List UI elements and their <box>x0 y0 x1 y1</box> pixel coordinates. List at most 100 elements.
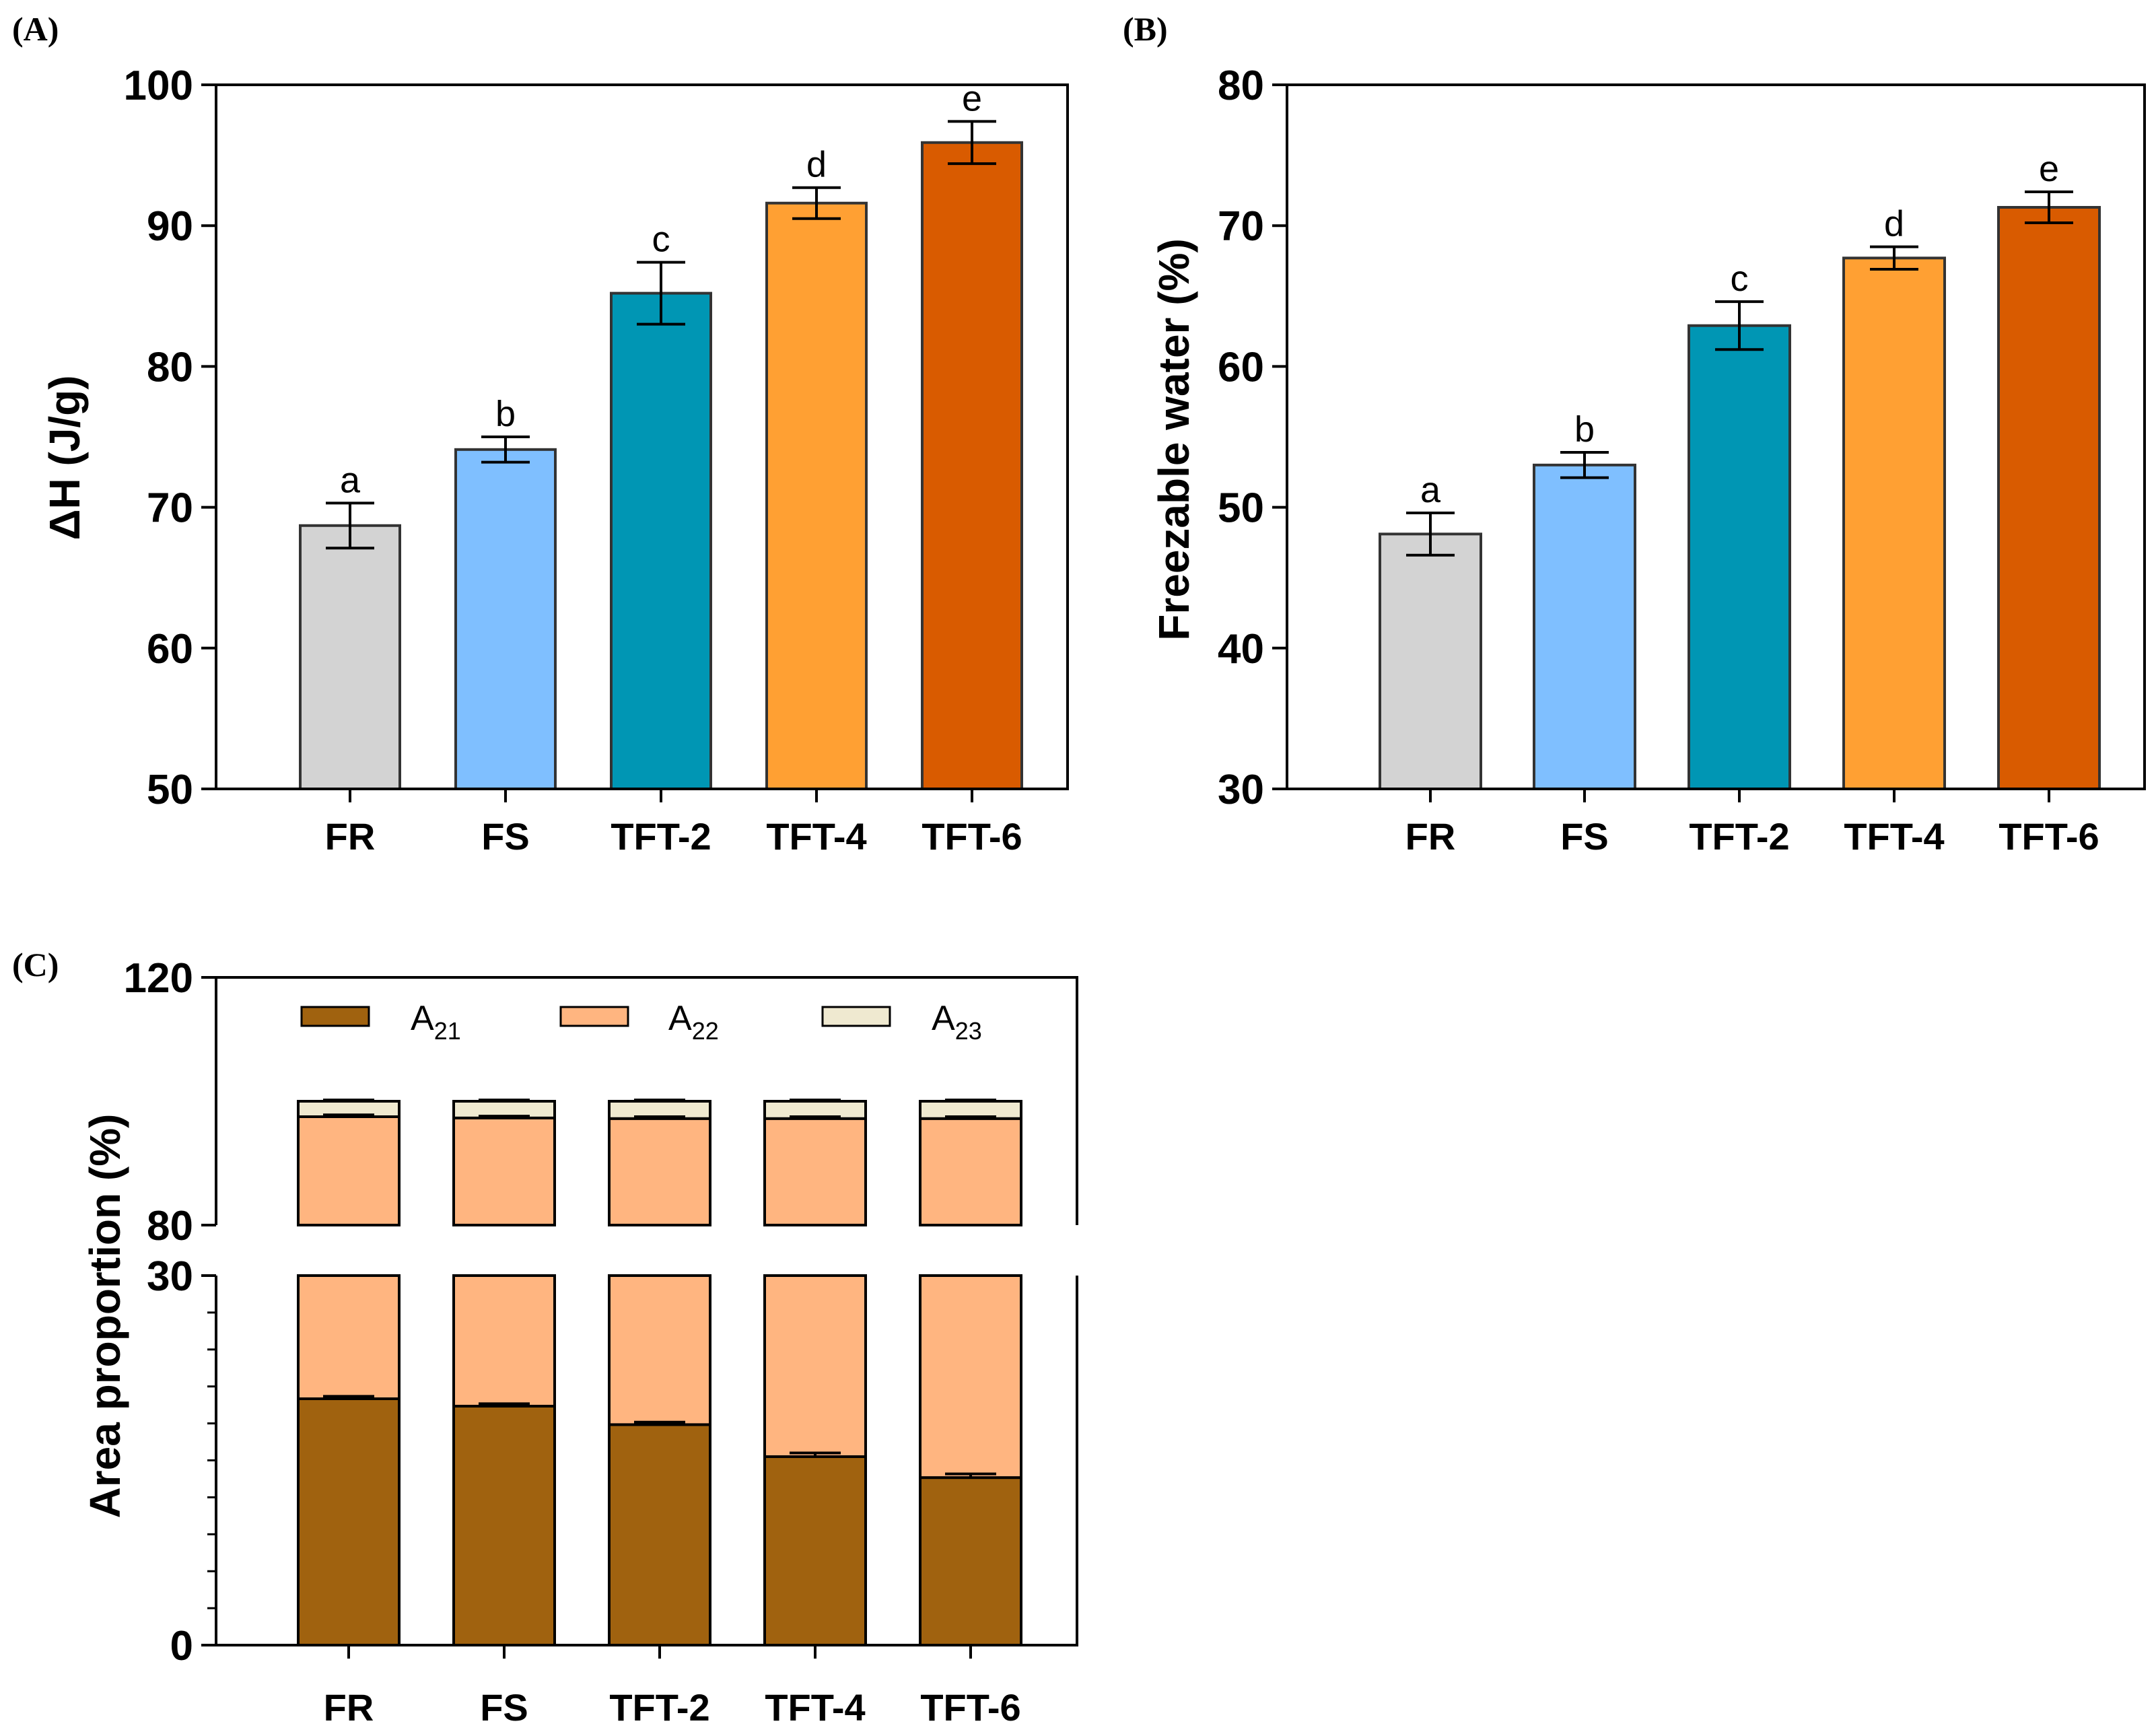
bar-fr-a22-upper <box>297 1115 401 1226</box>
error-bar-tft-2-a21 <box>634 1420 685 1425</box>
bar-tft-2 <box>610 291 712 790</box>
panel-a-plot-frame <box>215 83 1069 790</box>
bar-fs-a22-upper <box>452 1116 556 1226</box>
x-tick-label-tft-2: TFT-2 <box>611 815 711 858</box>
legend-label-a23: A <box>932 999 955 1038</box>
panel-c-y-axis-title: Area proportion (%) <box>81 1114 129 1519</box>
error-bar-tft-6-a23 <box>945 1099 996 1102</box>
significance-label-tft-2: c <box>652 219 670 260</box>
panel-c-legend: A21 A22 A23 <box>300 999 982 1045</box>
svg-text:A23: A23 <box>932 999 982 1045</box>
significance-label-fs: b <box>495 394 516 434</box>
significance-label-fr: a <box>340 460 361 500</box>
panel-a-x-ticks: FR FS TFT-2 TFT-4 TFT-6 <box>325 789 1022 858</box>
panel-c-error-bars <box>323 1099 996 1478</box>
bar-fs <box>454 448 557 790</box>
panel-b-error-bars <box>1406 190 2073 557</box>
error-bar-tft-4-a21 <box>790 1451 841 1457</box>
error-bar-fr-a21 <box>323 1395 374 1399</box>
significance-label-fr: a <box>1420 470 1441 510</box>
panel-b-y-ticks: 30 40 50 60 70 80 <box>1218 63 1287 813</box>
error-bar-fs <box>1560 451 1609 479</box>
bar-tft-6 <box>921 141 1023 791</box>
error-bar-tft-2-a23 <box>634 1099 685 1102</box>
legend-label-a23-sub: 23 <box>955 1017 982 1045</box>
x-tick-label-fs: FS <box>1560 815 1609 858</box>
legend-swatch-a22 <box>559 1006 629 1027</box>
error-bar-fs <box>481 436 530 464</box>
legend-label-a21-sub: 21 <box>434 1017 461 1045</box>
error-bar-fr <box>326 501 374 550</box>
panel-b-bars <box>1379 206 2101 791</box>
bar-fr <box>1379 532 1482 791</box>
error-bar-tft-6-a21 <box>945 1472 996 1478</box>
error-bar-tft-2 <box>637 261 685 326</box>
x-tick-label-tft-4: TFT-4 <box>765 1686 865 1729</box>
x-tick-label-tft-6: TFT-6 <box>920 1686 1020 1729</box>
error-bar-tft-4-a23 <box>790 1099 841 1102</box>
legend-item-a22: A22 <box>559 999 719 1045</box>
error-bar-tft-2-a22 <box>634 1115 685 1119</box>
legend-item-a23: A23 <box>821 999 982 1045</box>
bar-tft-6-a22-lower <box>919 1274 1022 1480</box>
y-tick-label-100: 100 <box>124 63 193 109</box>
bar-tft-4 <box>765 201 868 790</box>
panel-c-x-ticks: FR FS TFT-2 TFT-4 TFT-6 <box>324 1645 1021 1729</box>
x-tick-label-fr: FR <box>1405 815 1456 858</box>
bar-fr-a21-lower <box>297 1397 401 1646</box>
bar-fs-a22-lower <box>452 1274 556 1408</box>
y-tick-label-50: 50 <box>147 767 193 813</box>
error-bar-tft-2 <box>1715 300 1764 351</box>
legend-label-a22: A <box>668 999 692 1038</box>
panel-b-x-ticks: FR FS TFT-2 TFT-4 TFT-6 <box>1405 789 2099 858</box>
bar-tft-4 <box>1842 256 1946 791</box>
panel-c-stacked-bars <box>297 1100 1022 1647</box>
y-tick-label-30: 30 <box>1218 767 1264 813</box>
error-bar-fs-a23 <box>479 1099 530 1102</box>
y-tick-label-60: 60 <box>147 626 193 672</box>
significance-label-tft-6: e <box>2039 149 2059 189</box>
error-bar-tft-6 <box>2025 190 2073 225</box>
x-tick-label-fs: FS <box>480 1686 528 1729</box>
x-tick-label-tft-4: TFT-4 <box>1844 815 1944 858</box>
panel-b-y-axis-title: Freezable water (%) <box>1150 238 1198 641</box>
panel-b-label: (B) <box>1123 10 1168 48</box>
bar-tft-4-a22-lower <box>763 1274 867 1459</box>
significance-label-tft-4: d <box>806 145 827 185</box>
y-tick-label-80: 80 <box>1218 63 1264 109</box>
x-tick-label-tft-2: TFT-2 <box>609 1686 709 1729</box>
error-bar-tft-6 <box>948 120 996 166</box>
legend-label-a22-sub: 22 <box>692 1017 719 1045</box>
bar-tft-6-a21-lower <box>919 1476 1022 1647</box>
x-tick-label-tft-6: TFT-6 <box>921 815 1022 858</box>
bar-tft-2 <box>1688 324 1791 790</box>
bar-tft-6 <box>1997 206 2101 790</box>
error-bar-tft-6-a22 <box>945 1115 996 1119</box>
bar-tft-2-a22-lower <box>608 1274 711 1426</box>
legend-swatch-a21 <box>300 1006 370 1027</box>
y-tick-label-90: 90 <box>147 203 193 250</box>
error-bar-fr <box>1406 511 1455 557</box>
y-tick-label-0: 0 <box>170 1623 193 1669</box>
y-tick-label-30: 30 <box>147 1253 193 1300</box>
panel-b-chart: (B) Freezable water (%) a b c d e 30 40 50 60 70… <box>1123 10 2146 858</box>
bar-fs <box>1533 463 1636 791</box>
significance-label-fs: b <box>1574 409 1595 450</box>
y-tick-label-70: 70 <box>147 485 193 532</box>
legend-swatch-a23 <box>821 1006 891 1027</box>
panel-a-y-ticks: 50 60 70 80 90 100 <box>124 63 216 813</box>
bar-fs-a21-lower <box>452 1404 556 1646</box>
error-bar-fs-a21 <box>479 1402 530 1406</box>
x-tick-label-fr: FR <box>324 1686 374 1729</box>
y-tick-label-80: 80 <box>147 344 193 390</box>
x-tick-label-tft-4: TFT-4 <box>766 815 866 858</box>
y-tick-label-40: 40 <box>1218 626 1264 672</box>
error-bar-fr-a23 <box>323 1099 374 1102</box>
y-tick-label-50: 50 <box>1218 485 1264 532</box>
x-tick-label-tft-6: TFT-6 <box>1998 815 2099 858</box>
bar-tft-4-a21-lower <box>763 1455 867 1646</box>
legend-item-a21: A21 <box>300 999 461 1045</box>
